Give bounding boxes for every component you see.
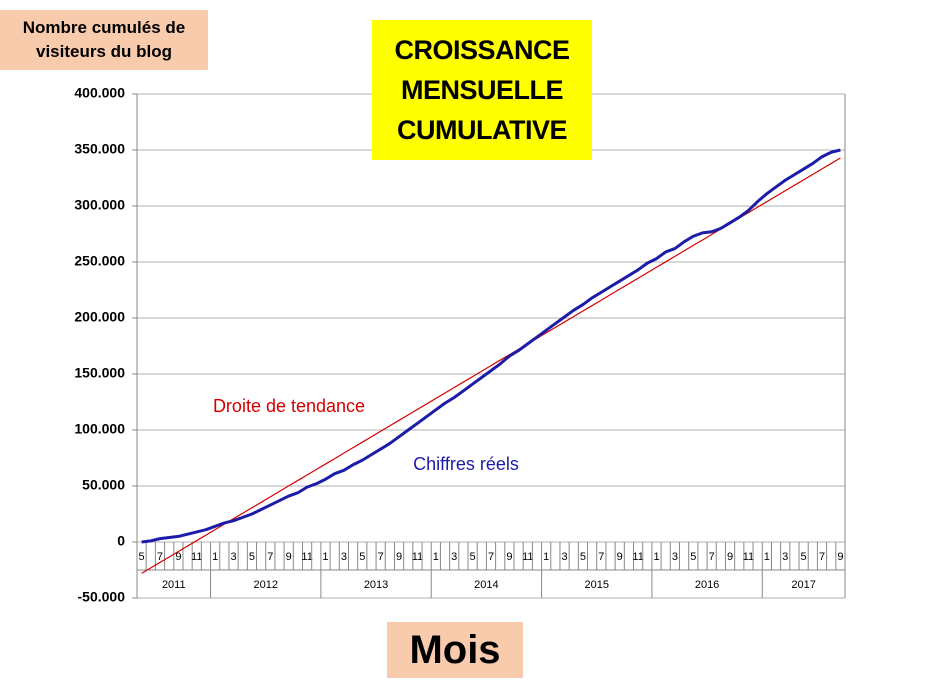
x-tick-label: 3 <box>782 551 788 563</box>
x-tick-label: 11 <box>301 551 312 563</box>
x-tick-label: 9 <box>396 551 402 563</box>
y-tick-label: 100.000 <box>74 421 125 437</box>
y-tick-label: 0 <box>117 533 125 549</box>
y-tick-label: 250.000 <box>74 253 125 269</box>
group-label: 2012 <box>253 579 277 591</box>
x-tick-label: 7 <box>598 551 604 563</box>
group-label: 2015 <box>584 579 608 591</box>
x-tick-label: 11 <box>522 551 533 563</box>
x-tick-label: 5 <box>470 551 476 563</box>
y-tick-label: -50.000 <box>78 589 126 605</box>
x-tick-label: 11 <box>412 551 423 563</box>
y-tick-label: 200.000 <box>74 309 125 325</box>
x-tick-label: 3 <box>341 551 347 563</box>
series-line <box>141 148 841 544</box>
x-tick-label: 1 <box>433 551 439 563</box>
chart-title: CROISSANCE MENSUELLE CUMULATIVE <box>372 20 592 160</box>
series-annotation: Droite de tendance <box>213 396 365 416</box>
x-tick-label: 5 <box>801 551 807 563</box>
x-tick-label: 7 <box>267 551 273 563</box>
group-label: 2014 <box>474 579 498 591</box>
x-tick-label: 5 <box>359 551 365 563</box>
x-tick-label: 9 <box>837 551 843 563</box>
x-tick-label: 9 <box>617 551 623 563</box>
x-tick-label: 7 <box>488 551 494 563</box>
x-tick-label: 3 <box>672 551 678 563</box>
x-tick-label: 3 <box>230 551 236 563</box>
x-tick-label: 5 <box>139 551 145 563</box>
x-tick-label: 1 <box>322 551 328 563</box>
x-tick-label: 11 <box>743 551 754 563</box>
x-tick-label: 3 <box>561 551 567 563</box>
y-tick-label: 400.000 <box>74 85 125 101</box>
group-label: 2011 <box>162 579 186 591</box>
series-annotation: Chiffres réels <box>413 454 519 474</box>
x-tick-label: 7 <box>709 551 715 563</box>
x-tick-label: 9 <box>286 551 292 563</box>
x-tick-label: 1 <box>653 551 659 563</box>
y-tick-label: 50.000 <box>82 477 125 493</box>
group-label: 2016 <box>695 579 719 591</box>
y-axis-label: Nombre cumulés de visiteurs du blog <box>0 10 208 70</box>
x-tick-label: 9 <box>175 551 181 563</box>
group-label: 2013 <box>364 579 388 591</box>
x-tick-label: 3 <box>451 551 457 563</box>
x-tick-label: 1 <box>764 551 770 563</box>
x-tick-label: 7 <box>157 551 163 563</box>
x-tick-label: 5 <box>249 551 255 563</box>
x-tick-label: 9 <box>506 551 512 563</box>
x-tick-label: 5 <box>690 551 696 563</box>
x-tick-label: 1 <box>212 551 218 563</box>
x-tick-label: 11 <box>191 551 202 563</box>
x-tick-label: 11 <box>632 551 643 563</box>
x-tick-label: 1 <box>543 551 549 563</box>
group-label: 2017 <box>791 579 815 591</box>
y-tick-label: 150.000 <box>74 365 125 381</box>
y-tick-label: 300.000 <box>74 197 125 213</box>
x-tick-label: 9 <box>727 551 733 563</box>
x-tick-label: 5 <box>580 551 586 563</box>
x-tick-label: 7 <box>378 551 384 563</box>
x-tick-label: 7 <box>819 551 825 563</box>
x-axis-label: Mois <box>387 622 523 678</box>
y-tick-label: 350.000 <box>74 141 125 157</box>
